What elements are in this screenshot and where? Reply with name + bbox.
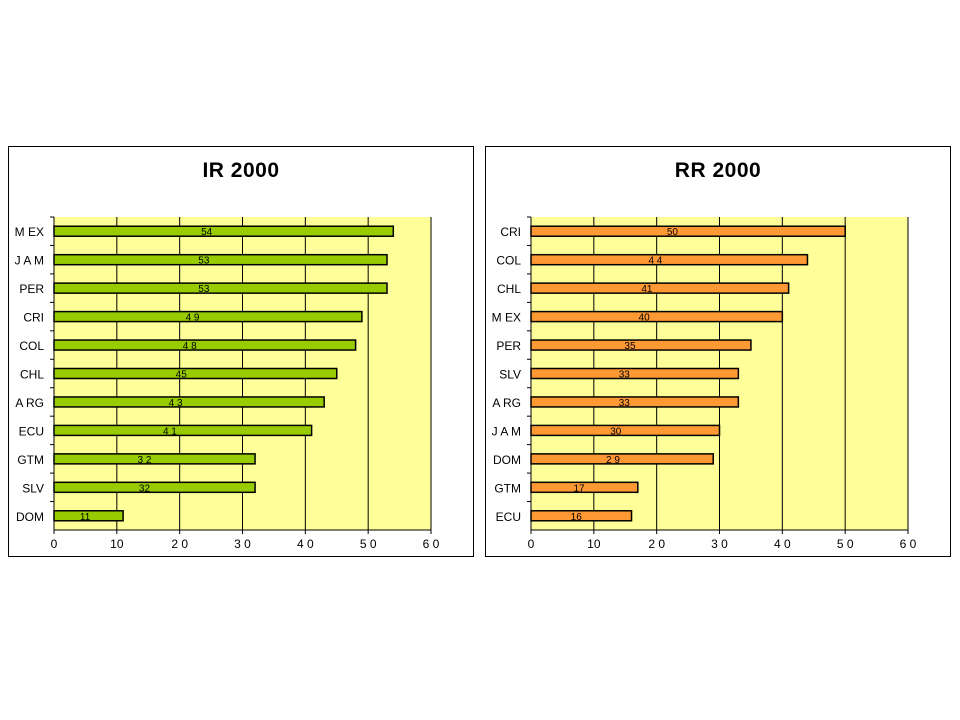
x-tick-label: 10 — [587, 537, 601, 551]
data-label: 4 4 — [648, 256, 662, 267]
category-label: DOM — [16, 510, 44, 524]
category-label: GTM — [494, 481, 521, 495]
category-label: CHL — [20, 368, 44, 382]
category-label: ECU — [19, 424, 44, 438]
bar-chl — [53, 367, 338, 380]
data-label: 41 — [641, 284, 653, 295]
x-tick-label: 0 — [51, 537, 58, 551]
x-tick-label: 5 0 — [360, 537, 377, 551]
data-label: 4 3 — [169, 398, 183, 409]
category-label: CHL — [497, 282, 521, 296]
data-label: 4 9 — [186, 313, 200, 324]
data-label: 17 — [574, 483, 586, 494]
data-label: 30 — [610, 426, 622, 437]
bar-col — [53, 339, 357, 351]
bar-jam — [53, 253, 388, 266]
bar-ecu — [530, 510, 633, 522]
ir-2000-plot: 0 10 2 0 3 0 4 0 5 0 6 0 54 M EX 53 J A M 53 PER 4 9 C… — [15, 216, 440, 551]
data-label: 50 — [667, 227, 679, 238]
bar-chl — [530, 282, 790, 294]
bar-per — [530, 339, 752, 351]
x-tick-label: 3 0 — [711, 537, 728, 551]
category-label: M EX — [15, 225, 44, 239]
data-label: 40 — [639, 313, 651, 324]
data-label: 2 9 — [606, 455, 620, 466]
category-label: CRI — [500, 225, 521, 239]
x-tick-label: 4 0 — [774, 537, 791, 551]
data-label: 11 — [80, 512, 91, 523]
bar-gtm — [530, 481, 639, 494]
data-label: 3 2 — [138, 455, 152, 466]
chart-title: IR 2000 — [202, 159, 280, 182]
x-tick-label: 2 0 — [648, 537, 665, 551]
x-tick-label: 6 0 — [900, 537, 917, 551]
bar-per — [53, 282, 388, 294]
rr-2000-plot: 0 10 2 0 3 0 4 0 5 0 6 0 50 CRI 4 4 COL 41 CHL 40 M EX… — [492, 216, 917, 551]
bar-cri — [53, 310, 363, 323]
category-label: COL — [19, 339, 44, 353]
category-label: J A M — [15, 254, 44, 268]
bar-dom — [53, 510, 124, 522]
bar-slv — [530, 367, 740, 380]
bar-gtm — [53, 453, 256, 465]
x-tick-label: 2 0 — [171, 537, 188, 551]
data-label: 45 — [176, 370, 188, 381]
bar-col — [530, 253, 809, 266]
category-label: GTM — [17, 453, 44, 467]
x-tick-label: 4 0 — [297, 537, 314, 551]
category-label: PER — [496, 339, 521, 353]
data-label: 54 — [201, 227, 213, 238]
data-label: 33 — [619, 398, 631, 409]
category-label: A RG — [15, 396, 44, 410]
x-tick-label: 5 0 — [837, 537, 854, 551]
category-label: SLV — [499, 368, 521, 382]
bar-slv — [53, 481, 256, 494]
bar-arg — [530, 396, 740, 408]
chart-title: RR 2000 — [674, 159, 762, 182]
bar-dom — [530, 453, 714, 465]
bar-cri — [530, 225, 846, 237]
bar-arg — [53, 396, 325, 408]
data-label: 4 1 — [163, 426, 177, 437]
data-label: 53 — [198, 256, 210, 267]
bar-mex — [53, 225, 395, 237]
category-label: M EX — [492, 311, 521, 325]
category-label: COL — [496, 254, 521, 268]
data-label: 4 8 — [183, 341, 197, 352]
data-label: 32 — [139, 483, 151, 494]
bar-jam — [530, 424, 721, 437]
x-tick-label: 6 0 — [423, 537, 440, 551]
data-label: 33 — [619, 370, 631, 381]
category-label: PER — [19, 282, 44, 296]
category-label: DOM — [493, 453, 521, 467]
category-label: A RG — [492, 396, 521, 410]
x-tick-label: 3 0 — [234, 537, 251, 551]
category-label: CRI — [23, 311, 44, 325]
data-label: 35 — [624, 341, 636, 352]
bar-ecu — [53, 424, 313, 437]
category-label: ECU — [496, 510, 521, 524]
data-label: 53 — [198, 284, 210, 295]
category-label: J A M — [492, 424, 521, 438]
x-tick-label: 0 — [528, 537, 535, 551]
x-tick-label: 10 — [110, 537, 124, 551]
bar-mex — [530, 310, 784, 323]
data-label: 16 — [571, 512, 583, 523]
category-label: SLV — [22, 481, 44, 495]
